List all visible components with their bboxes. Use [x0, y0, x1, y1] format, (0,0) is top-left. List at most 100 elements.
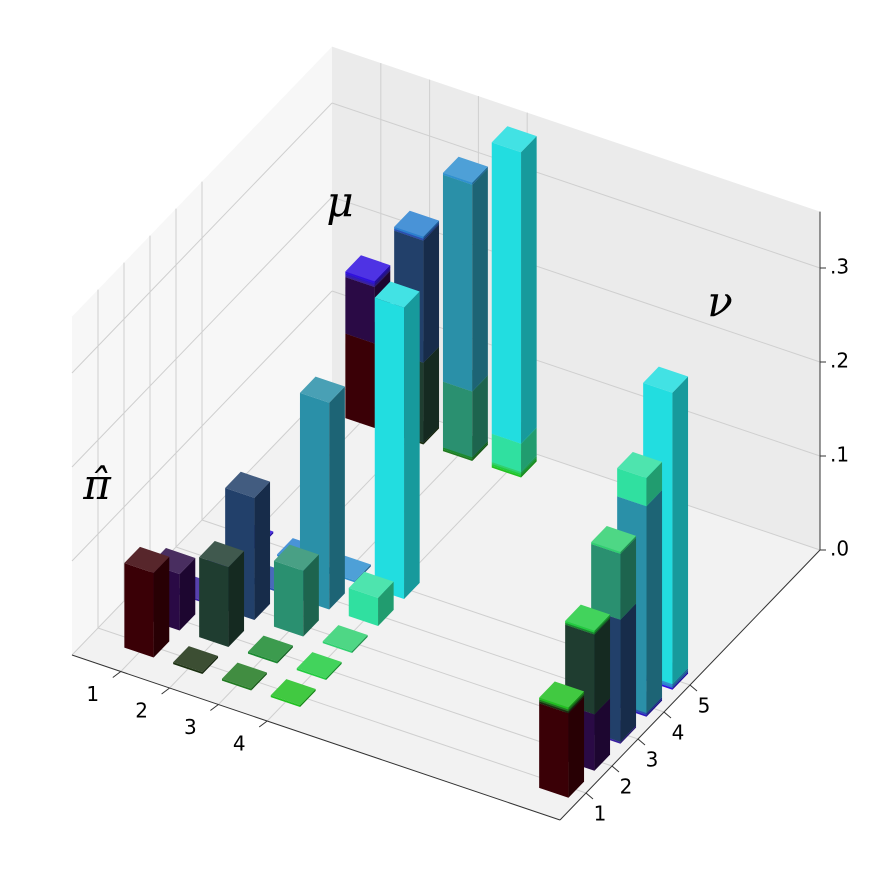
bar-side	[472, 442, 488, 462]
bar	[273, 544, 319, 637]
bar-side-shade	[374, 267, 391, 286]
mu-segment	[394, 210, 440, 239]
bar	[374, 281, 420, 600]
nu-segment	[591, 525, 637, 554]
bar-front	[491, 465, 522, 478]
mu-segment	[442, 156, 488, 185]
bar-front	[273, 560, 304, 637]
bar-side	[423, 346, 440, 443]
bar-side	[228, 550, 245, 648]
bar-top-shade	[374, 281, 420, 308]
z-tick-label: .3	[830, 255, 849, 279]
bar-front	[296, 668, 327, 681]
bar-side-shade	[521, 427, 537, 472]
bar-top	[345, 255, 391, 282]
bar-top-shade	[270, 679, 316, 706]
bar	[247, 635, 293, 664]
bar-side-shade	[672, 376, 689, 685]
tick-mark	[112, 671, 122, 678]
bar-side	[300, 688, 316, 708]
bar-side-shade	[620, 537, 637, 620]
bar-top	[643, 366, 689, 393]
z-tick-label: .0	[830, 537, 849, 561]
bar-top	[348, 571, 394, 598]
bar-side-shade	[620, 725, 637, 744]
bar-top-shade	[539, 681, 585, 708]
bar-side	[378, 581, 394, 627]
bar-top-shade	[299, 376, 345, 403]
bar-side-shade	[251, 672, 267, 691]
bar-side-shade	[594, 698, 611, 771]
bar-side-shade	[472, 168, 488, 392]
nu-segment	[539, 681, 585, 710]
bar-front	[221, 678, 252, 691]
bar-top-shade	[565, 604, 611, 631]
bar-top-shade	[199, 541, 245, 568]
bar-side	[594, 618, 611, 715]
bar-side-shade	[568, 691, 585, 710]
bar-side-shade	[153, 556, 170, 658]
bar-top	[565, 604, 611, 631]
bar-top-shade	[643, 366, 689, 393]
bar-side-shade	[179, 557, 196, 631]
bar-side	[646, 696, 663, 715]
bar-side	[620, 535, 637, 554]
bar-side-shade	[472, 375, 488, 458]
bar-top-shade	[247, 635, 293, 662]
bar-front	[565, 622, 595, 635]
bar-side	[521, 427, 537, 472]
bar-side-shade	[329, 386, 345, 610]
grid-line	[71, 290, 333, 562]
bar-top	[322, 625, 368, 652]
bar-front	[270, 695, 301, 708]
bar-side	[594, 698, 611, 771]
bar-top-shade	[124, 546, 170, 573]
mu-segment	[491, 126, 537, 444]
bar-side-shade	[202, 655, 219, 675]
y-tick-label: 4	[672, 721, 685, 745]
bar-top	[225, 471, 271, 498]
bar-side-shade	[423, 224, 440, 363]
bar-side	[423, 222, 440, 241]
bar-side-shade	[568, 697, 585, 798]
nu-segment	[565, 604, 611, 633]
bar-side	[277, 645, 293, 664]
bar-front	[345, 273, 375, 286]
y-tick-label: 1	[594, 802, 607, 826]
bar-side-shade	[594, 616, 611, 635]
bar-front	[442, 381, 473, 458]
bar-side	[254, 481, 271, 621]
bar-side	[646, 461, 663, 507]
x-tick-label: 3	[184, 715, 197, 739]
bar	[124, 546, 170, 658]
bar-side	[672, 376, 689, 685]
bar-side-shade	[568, 693, 585, 712]
bar-front	[539, 703, 569, 798]
bar-side	[329, 386, 345, 610]
bar-front	[442, 174, 473, 392]
nu-label: ν	[707, 277, 733, 326]
bar-top	[124, 546, 170, 573]
bar-front	[539, 701, 569, 714]
bar-side-shade	[646, 698, 663, 717]
bar-side	[472, 168, 488, 392]
bar-side-shade	[374, 268, 391, 288]
bar-front	[345, 275, 375, 288]
bar-top	[539, 681, 585, 708]
bar-side	[521, 457, 537, 476]
bar-top-shade	[394, 210, 440, 237]
bar-front	[345, 333, 375, 429]
y-tick-label: 2	[620, 775, 633, 799]
bar-top	[299, 376, 345, 403]
bar-side-shade	[472, 166, 488, 185]
bar-top	[199, 541, 245, 568]
bar-front	[539, 697, 569, 710]
bar-top-shade	[225, 471, 271, 498]
bar-side	[251, 672, 267, 691]
bar-side	[672, 669, 689, 688]
bar-side-shade	[472, 442, 488, 462]
bar	[225, 471, 271, 621]
x-tick-label: 4	[233, 732, 246, 756]
bar-side	[521, 455, 537, 474]
bar-top-shade	[322, 625, 368, 652]
